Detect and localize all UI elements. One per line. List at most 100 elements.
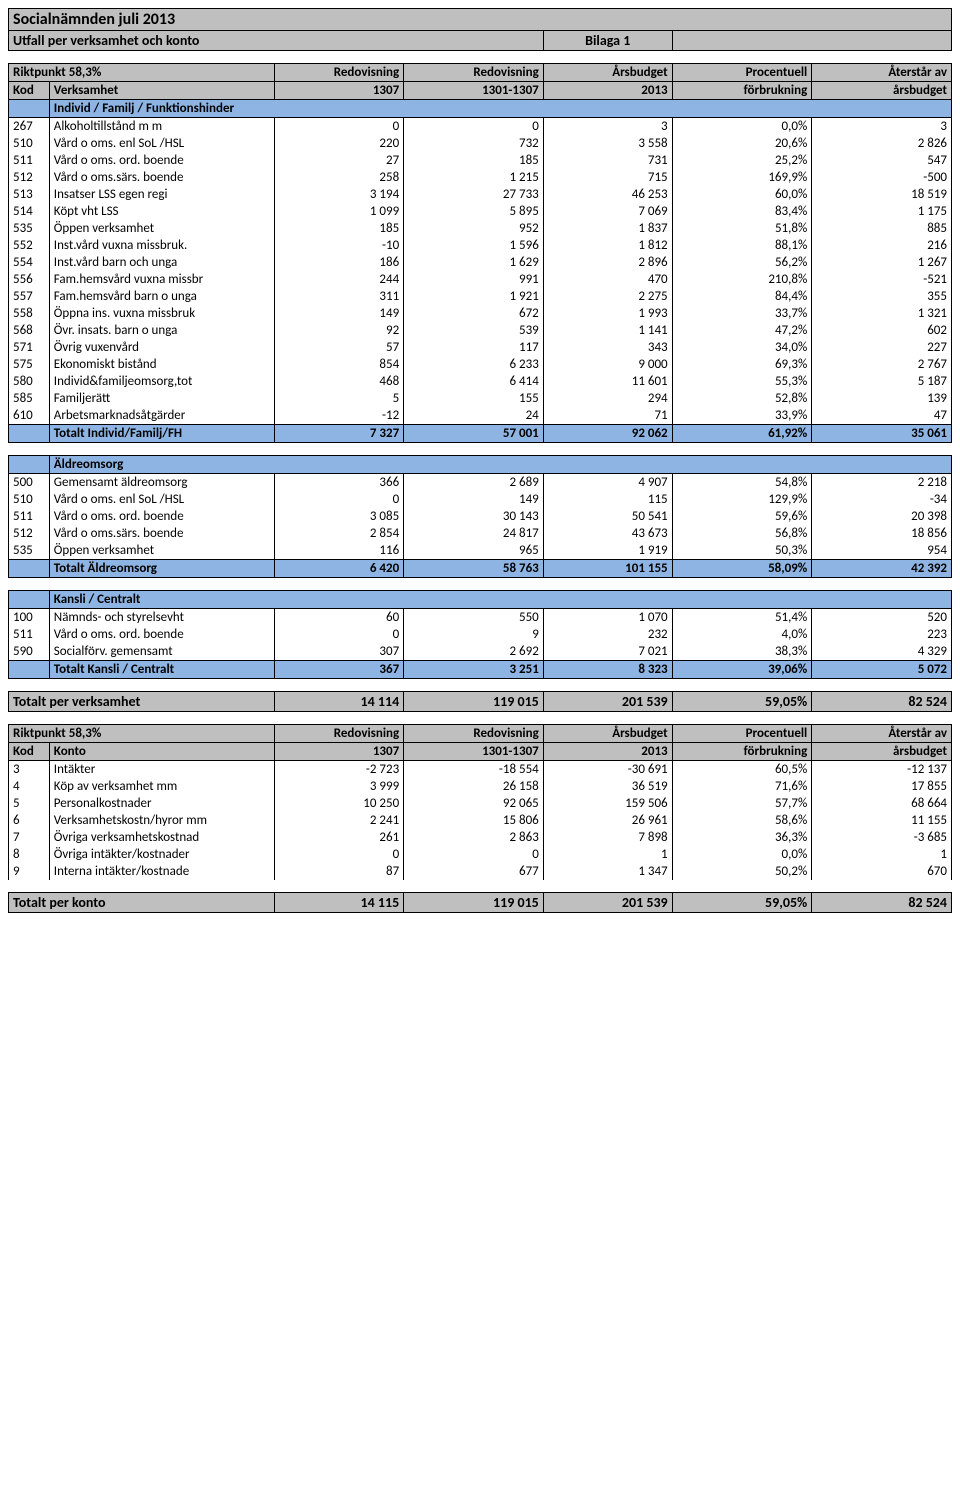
col-redovisning-2: Redovisning	[404, 64, 544, 82]
table-row: 511Vård o oms. ord. boende092324,0%223	[9, 626, 952, 643]
cell-namn: Övriga intäkter/kostnader	[49, 846, 275, 863]
cell-v4: 227	[812, 339, 952, 356]
cell-v1: 732	[404, 135, 544, 152]
cell-v0: 220	[275, 135, 404, 152]
cell-v2: 1 837	[543, 220, 672, 237]
cell-kod: 511	[9, 152, 50, 169]
riktpunkt-label: Riktpunkt 58,3%	[9, 64, 275, 82]
cell-kod: 568	[9, 322, 50, 339]
cell-v0: 0	[275, 626, 404, 643]
cell-v1: 24 817	[404, 525, 544, 542]
cell-v3: 47,2%	[672, 322, 812, 339]
cell-namn: Fam.hemsvård barn o unga	[49, 288, 275, 305]
cell-v1: 5 895	[404, 203, 544, 220]
cell-v4: -34	[812, 491, 952, 508]
cell-namn: Intäkter	[49, 761, 275, 779]
cell-namn: Öppen verksamhet	[49, 542, 275, 560]
cell-kod: 513	[9, 186, 50, 203]
cell-v2: 470	[543, 271, 672, 288]
cell-namn: Inst.vård vuxna missbruk.	[49, 237, 275, 254]
cell-v2: 50 541	[543, 508, 672, 525]
cell-v2: 1 141	[543, 322, 672, 339]
table-row: 580Individ&familjeomsorg,tot4686 41411 6…	[9, 373, 952, 390]
table-row: 4Köp av verksamhet mm3 99926 15836 51971…	[9, 778, 952, 795]
total-per-konto: Totalt per konto 14 115 119 015 201 539 …	[9, 893, 952, 913]
table-row: 571Övrig vuxenvård5711734334,0%227	[9, 339, 952, 356]
cell-kod: 3	[9, 761, 50, 779]
cell-v1: 149	[404, 491, 544, 508]
cell-namn: Fam.hemsvård vuxna missbr	[49, 271, 275, 288]
cell-v0: 468	[275, 373, 404, 390]
cell-v2: 7 069	[543, 203, 672, 220]
cell-v1: 117	[404, 339, 544, 356]
cell-v3: 34,0%	[672, 339, 812, 356]
table-row: 511Vård o oms. ord. boende2718573125,2%5…	[9, 152, 952, 169]
cell-v4: 139	[812, 390, 952, 407]
table-row: 556Fam.hemsvård vuxna missbr244991470210…	[9, 271, 952, 288]
cell-namn: Vård o oms. ord. boende	[49, 626, 275, 643]
cell-v1: 2 692	[404, 643, 544, 661]
cell-namn: Inst.vård barn och unga	[49, 254, 275, 271]
cell-v1: 9	[404, 626, 544, 643]
cell-kod: 8	[9, 846, 50, 863]
cell-namn: Verksamhetskostn/hyror mm	[49, 812, 275, 829]
cell-v1: 6 233	[404, 356, 544, 373]
table-row: 7Övriga verksamhetskostnad2612 8637 8983…	[9, 829, 952, 846]
cell-v4: 602	[812, 322, 952, 339]
table-row: 575Ekonomiskt bistånd8546 2339 00069,3%2…	[9, 356, 952, 373]
table-row: 512Vård o oms.särs. boende2 85424 81743 …	[9, 525, 952, 542]
cell-namn: Nämnds- och styrelsevht	[49, 609, 275, 627]
cell-kod: 100	[9, 609, 50, 627]
cell-v4: -500	[812, 169, 952, 186]
table-row: 513Insatser LSS egen regi3 19427 73346 2…	[9, 186, 952, 203]
cell-v3: 20,6%	[672, 135, 812, 152]
cell-kod: 7	[9, 829, 50, 846]
table-row: 5Personalkostnader10 25092 065159 50657,…	[9, 795, 952, 812]
cell-v3: 59,6%	[672, 508, 812, 525]
cell-v0: 5	[275, 390, 404, 407]
cell-kod: 511	[9, 626, 50, 643]
cell-v0: 149	[275, 305, 404, 322]
cell-namn: Vård o oms. enl SoL /HSL	[49, 135, 275, 152]
cell-v4: 20 398	[812, 508, 952, 525]
cell-kod: 510	[9, 135, 50, 152]
cell-namn: Alkoholtillstånd m m	[49, 118, 275, 136]
cell-v1: 6 414	[404, 373, 544, 390]
cell-namn: Köpt vht LSS	[49, 203, 275, 220]
cell-v2: 731	[543, 152, 672, 169]
kod-label-2: Kod	[9, 743, 50, 761]
cell-v0: 3 085	[275, 508, 404, 525]
cell-v4: 1 175	[812, 203, 952, 220]
verksamhet-label: Verksamhet	[49, 82, 275, 100]
cell-v1: 991	[404, 271, 544, 288]
cell-v4: 4 329	[812, 643, 952, 661]
cell-v1: 2 689	[404, 474, 544, 492]
cell-kod: 610	[9, 407, 50, 425]
cell-v0: 92	[275, 322, 404, 339]
cell-v0: 116	[275, 542, 404, 560]
cell-v0: 258	[275, 169, 404, 186]
col-redovisning-1: Redovisning	[275, 64, 404, 82]
cell-v3: 50,3%	[672, 542, 812, 560]
cell-kod: 514	[9, 203, 50, 220]
cell-v0: 0	[275, 491, 404, 508]
cell-v3: 169,9%	[672, 169, 812, 186]
cell-kod: 554	[9, 254, 50, 271]
table-row: 8Övriga intäkter/kostnader0010,0%1	[9, 846, 952, 863]
cell-v4: 223	[812, 626, 952, 643]
cell-v1: 952	[404, 220, 544, 237]
cell-v4: 547	[812, 152, 952, 169]
table-row: 558Öppna ins. vuxna missbruk1496721 9933…	[9, 305, 952, 322]
cell-v2: 1 993	[543, 305, 672, 322]
kod-label: Kod	[9, 82, 50, 100]
cell-namn: Ekonomiskt bistånd	[49, 356, 275, 373]
cell-kod: 535	[9, 220, 50, 237]
cell-v4: 2 826	[812, 135, 952, 152]
col-procentuell: Procentuell	[672, 64, 812, 82]
cell-v2: 1 919	[543, 542, 672, 560]
cell-v1: 1 921	[404, 288, 544, 305]
cell-v3: 52,8%	[672, 390, 812, 407]
table-row: 6Verksamhetskostn/hyror mm2 24115 80626 …	[9, 812, 952, 829]
cell-v0: 854	[275, 356, 404, 373]
cell-v3: 54,8%	[672, 474, 812, 492]
